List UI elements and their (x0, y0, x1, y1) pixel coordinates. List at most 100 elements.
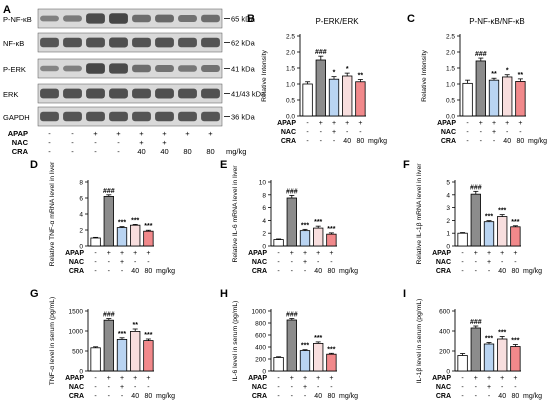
treatment-mark: 80 (145, 268, 153, 275)
kda-label: 62 kDa (231, 39, 256, 48)
y-axis-label: IL-1β level in serum (pg/mL) (416, 299, 423, 384)
treatment-mark: - (475, 384, 478, 391)
bar (488, 79, 500, 117)
blot-strip (37, 106, 223, 127)
treatment-mark: + (120, 375, 124, 382)
treatment-mark: - (466, 129, 469, 136)
blot-band (109, 37, 128, 48)
y-tick-label: 0 (446, 244, 450, 251)
bar (497, 216, 508, 247)
significance-label: * (346, 66, 349, 73)
treatment-mark: - (501, 259, 504, 266)
blot-strip (37, 8, 223, 29)
treatment-unit: mg/kg (156, 393, 175, 400)
bar (313, 227, 324, 247)
treatment-mark: + (107, 375, 111, 382)
treatment-mark: 80 (512, 268, 520, 275)
treatment-mark: - (94, 259, 97, 266)
treatment-mark: - (48, 138, 51, 147)
blot-band (155, 111, 174, 122)
treatment-mark: - (480, 138, 483, 145)
bar (302, 83, 313, 117)
treatment-mark: 40 (131, 393, 139, 400)
treatment-mark: - (108, 268, 111, 275)
blot-band (201, 37, 220, 48)
y-tick-label: 10 (259, 180, 267, 187)
treatment-mark: + (492, 120, 496, 127)
blot-row-label: P-NF-κB (3, 15, 32, 24)
blot-band (201, 111, 220, 122)
treatment-mark: - (320, 138, 323, 145)
bar (328, 78, 340, 117)
treatment-mark: 40 (137, 147, 145, 156)
treatment-mark: 40 (503, 138, 511, 145)
blot-band (155, 88, 174, 99)
treatment-mark: + (332, 120, 336, 127)
treatment-mark: - (506, 129, 509, 136)
treatment-mark: - (475, 259, 478, 266)
bar (130, 330, 141, 372)
bar (326, 233, 337, 247)
blot-band (155, 65, 174, 72)
treatment-mark: + (479, 120, 483, 127)
y-tick-label: 4 (446, 192, 450, 199)
treatment-mark: + (162, 129, 167, 138)
treatment-mark: + (513, 375, 517, 382)
treatment-mark: + (474, 375, 478, 382)
treatment-mark: - (488, 393, 491, 400)
treatment-mark: - (94, 147, 97, 156)
blot-band (132, 111, 151, 122)
treatment-mark: + (505, 120, 509, 127)
y-axis-label: Relative TNF-α mRNA level in liver (49, 161, 56, 266)
significance-label: *** (301, 343, 309, 350)
treatment-label: CRA (252, 268, 267, 275)
treatment-mark: + (107, 250, 111, 257)
treatment-mark: + (303, 375, 307, 382)
treatment-mark: - (333, 138, 336, 145)
treatment-label: NAC (69, 384, 84, 391)
treatment-mark: 80 (357, 138, 365, 145)
treatment-unit: mg/kg (528, 138, 547, 145)
blot-band (40, 15, 59, 22)
treatment-mark: 80 (183, 147, 191, 156)
treatment-mark: - (461, 384, 464, 391)
y-axis-label: IL-6 level in serum (pg/mL) (232, 301, 239, 382)
bar (497, 338, 508, 372)
treatment-mark: - (117, 138, 120, 147)
treatment-mark: + (162, 138, 167, 147)
treatment-mark: + (487, 384, 491, 391)
treatment-mark: + (487, 259, 491, 266)
significance-label: *** (498, 208, 506, 215)
treatment-label: NAC (436, 384, 451, 391)
blot-band (40, 65, 59, 72)
bar (286, 197, 297, 247)
treatment-mark: - (277, 250, 280, 257)
treatment-mark: - (493, 138, 496, 145)
y-tick-label: 5 (446, 180, 450, 187)
y-axis-label: Relative Intensity (261, 50, 268, 102)
chart-e: E 0 2 4 6 8 10 Relative IL-6 mRNA level in live… (220, 159, 358, 275)
blot-band (63, 88, 82, 99)
chart-c: C P-NF-κB/NF-κB 0.0 0.5 1.0 1.5 2.0 2.5 Relative… (407, 13, 547, 145)
bar (143, 230, 154, 247)
y-tick-label: 1 (446, 231, 450, 238)
y-tick-label: 200 (255, 357, 266, 364)
y-tick-label: 1.0 (286, 82, 295, 89)
bar (470, 193, 481, 247)
bar (483, 343, 495, 372)
y-tick-label: 4 (79, 212, 83, 219)
treatment-label: CRA (69, 268, 84, 275)
treatment-mark: - (71, 147, 74, 156)
significance-label: *** (327, 346, 335, 353)
treatment-mark: + (116, 129, 121, 138)
kda-label: 41 kDa (231, 65, 256, 74)
chart-i: I 0 200 400 600 IL-1β level in serum (pg/mL) #… (403, 288, 542, 400)
panel-letter: G (30, 288, 39, 300)
treatment-mark: - (117, 147, 120, 156)
y-tick-label: 8 (79, 180, 83, 187)
kda-label: 65 kDa (231, 15, 256, 24)
treatment-mark: 80 (328, 393, 336, 400)
treatment-mark: + (500, 250, 504, 257)
treatment-mark: 40 (314, 268, 322, 275)
bar (483, 221, 495, 247)
